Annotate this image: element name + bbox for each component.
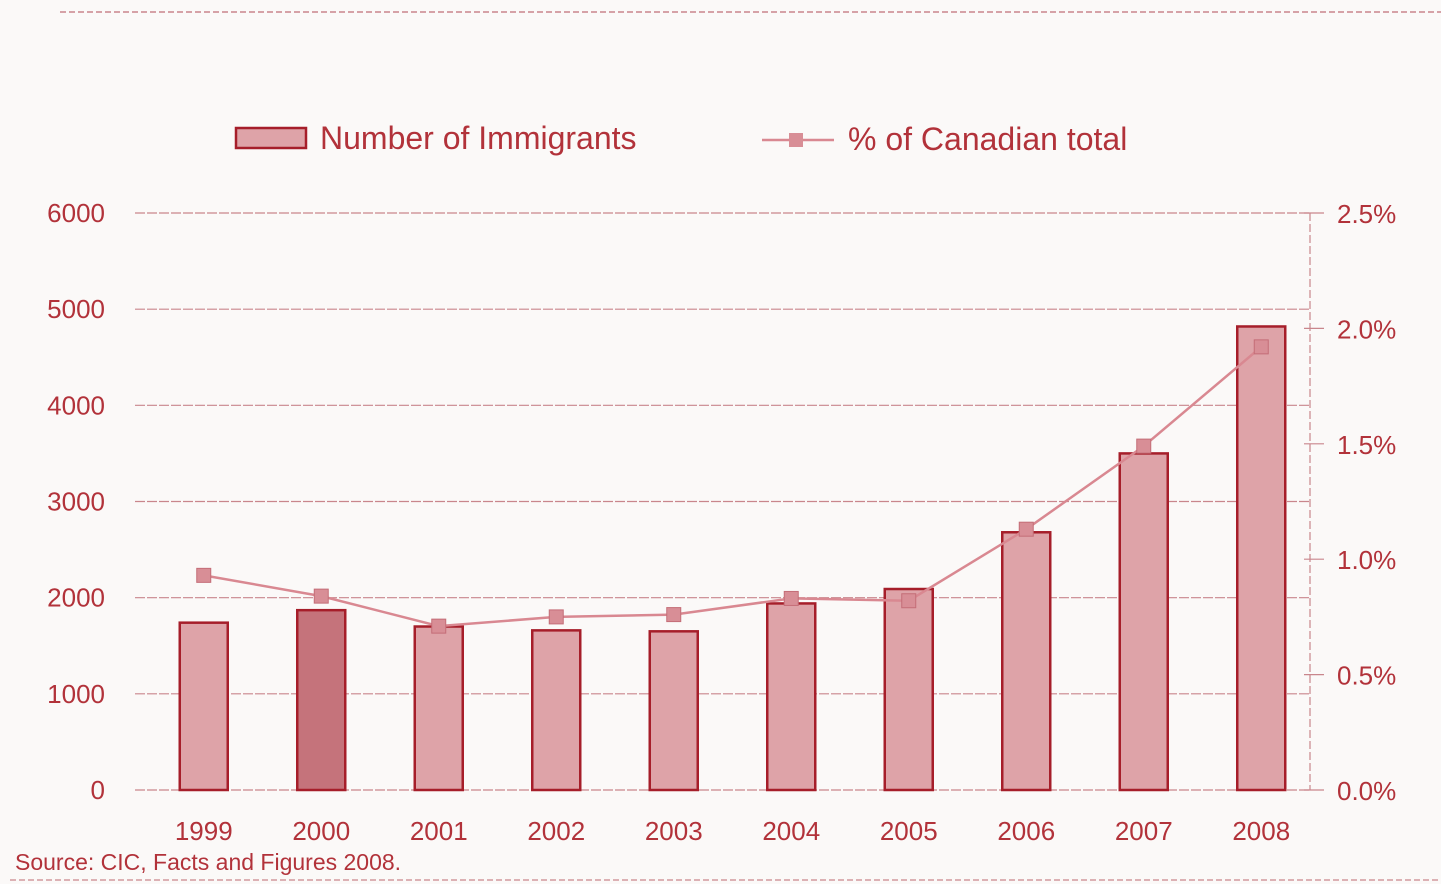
line-marker[interactable] xyxy=(666,607,682,623)
legend-swatch-bars xyxy=(234,126,308,150)
line-marker[interactable] xyxy=(196,567,212,583)
x-tick-label: 2001 xyxy=(410,816,468,846)
line-marker[interactable] xyxy=(431,618,447,634)
y-left-tick-label: 3000 xyxy=(47,487,105,517)
line-marker[interactable] xyxy=(1136,438,1152,454)
y-left-tick-label: 0 xyxy=(91,775,105,805)
x-tick-label: 2002 xyxy=(527,816,585,846)
bar[interactable] xyxy=(1118,452,1169,792)
bar[interactable] xyxy=(531,629,582,792)
y-left-tick-label: 5000 xyxy=(47,294,105,324)
x-tick-label: 2003 xyxy=(645,816,703,846)
line-marker[interactable] xyxy=(1253,339,1269,355)
bar[interactable] xyxy=(883,587,934,792)
line-marker[interactable] xyxy=(783,590,799,606)
x-tick-label: 2000 xyxy=(292,816,350,846)
y-right-tick-label: 0.5% xyxy=(1337,661,1396,691)
legend-label-bars: Number of Immigrants xyxy=(320,120,637,156)
line-marker[interactable] xyxy=(901,593,917,609)
x-tick-label: 2006 xyxy=(997,816,1055,846)
y-right-tick-label: 1.0% xyxy=(1337,545,1396,575)
bar[interactable] xyxy=(1236,325,1287,792)
y-right-tick-label: 0.0% xyxy=(1337,776,1396,806)
bar[interactable] xyxy=(413,625,464,792)
bar[interactable] xyxy=(1001,531,1052,792)
line-marker[interactable] xyxy=(1018,521,1034,537)
x-tick-label: 2005 xyxy=(880,816,938,846)
y-right-tick-label: 2.0% xyxy=(1337,314,1396,344)
y-left-tick-label: 6000 xyxy=(47,198,105,228)
y-left-tick-label: 2000 xyxy=(47,583,105,613)
bar[interactable] xyxy=(178,621,229,792)
y-left-tick-label: 4000 xyxy=(47,390,105,420)
legend-label-line: % of Canadian total xyxy=(848,121,1127,157)
y-left-tick-label: 1000 xyxy=(47,679,105,709)
line-marker[interactable] xyxy=(313,588,329,604)
legend-swatch-marker xyxy=(789,133,803,147)
bar[interactable] xyxy=(648,630,699,792)
x-tick-label: 2007 xyxy=(1115,816,1173,846)
source-note: Source: CIC, Facts and Figures 2008. xyxy=(15,849,401,875)
bar[interactable] xyxy=(766,602,817,792)
x-tick-label: 2004 xyxy=(762,816,820,846)
y-right-tick-label: 2.5% xyxy=(1337,199,1396,229)
y-right-tick-label: 1.5% xyxy=(1337,430,1396,460)
line-series-path xyxy=(203,345,1263,628)
x-tick-label: 1999 xyxy=(175,816,233,846)
bar[interactable] xyxy=(296,608,347,792)
line-marker[interactable] xyxy=(548,609,564,625)
x-tick-label: 2008 xyxy=(1232,816,1290,846)
